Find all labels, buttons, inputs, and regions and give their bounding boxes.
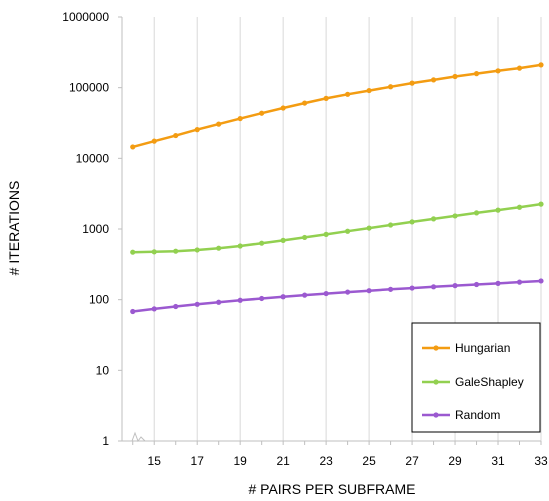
point-hungarian-23 xyxy=(323,95,329,101)
x-tick-label-31: 31 xyxy=(491,454,505,468)
point-hungarian-15 xyxy=(151,138,157,144)
point-random-16 xyxy=(173,303,179,310)
point-galeshapley-28 xyxy=(430,216,437,222)
y-tick-label-2: 100 xyxy=(89,293,109,307)
point-galeshapley-31 xyxy=(495,207,501,213)
point-galeshapley-14 xyxy=(130,249,136,255)
point-galeshapley-17 xyxy=(194,247,200,253)
point-galeshapley-26 xyxy=(387,222,394,228)
point-galeshapley-21 xyxy=(280,237,286,243)
point-hungarian-32 xyxy=(516,65,523,71)
point-random-30 xyxy=(473,281,480,288)
legend: Hungarian GaleShapley Random xyxy=(411,322,541,433)
x-tick-label-27: 27 xyxy=(405,454,419,468)
legend-marker-random xyxy=(433,412,439,418)
legend-label-random: Random xyxy=(455,408,500,422)
legend-label-hungarian: Hungarian xyxy=(455,341,510,355)
series-line-hungarian xyxy=(132,63,542,149)
x-tick-label-23: 23 xyxy=(319,454,333,468)
legend-marker-hungarian xyxy=(433,345,439,351)
y-axis-title: # ITERATIONS xyxy=(6,181,22,276)
y-tick-label-3: 1000 xyxy=(82,222,109,236)
point-random-15 xyxy=(151,306,157,312)
point-galeshapley-32 xyxy=(516,204,523,210)
point-hungarian-33 xyxy=(538,62,544,68)
point-random-23 xyxy=(323,290,329,297)
point-galeshapley-23 xyxy=(323,231,329,237)
data-series xyxy=(130,62,544,315)
y-tick-label-0: 1 xyxy=(102,434,109,448)
x-tick-label-25: 25 xyxy=(362,454,376,468)
point-hungarian-19 xyxy=(237,115,243,122)
point-galeshapley-24 xyxy=(345,228,351,234)
x-tick-label-33: 33 xyxy=(534,454,548,468)
point-random-22 xyxy=(302,292,308,298)
y-tick-labels: 1 10 100 1000 10000 100000 1000000 xyxy=(62,10,109,448)
x-tick-label-19: 19 xyxy=(233,454,247,468)
point-random-21 xyxy=(280,294,286,300)
point-random-19 xyxy=(237,297,243,303)
y-tick-label-5: 100000 xyxy=(69,81,109,95)
point-random-14 xyxy=(130,308,136,315)
point-hungarian-22 xyxy=(302,100,308,106)
legend-marker-galeshapley xyxy=(433,379,439,385)
x-tick-label-21: 21 xyxy=(276,454,290,468)
x-tick-label-29: 29 xyxy=(448,454,462,468)
point-hungarian-24 xyxy=(345,91,351,97)
point-galeshapley-33 xyxy=(538,201,544,207)
point-hungarian-20 xyxy=(259,110,265,116)
series-line-galeshapley xyxy=(132,202,542,254)
point-hungarian-16 xyxy=(173,132,179,139)
x-tick-labels: 15 17 19 21 23 25 27 29 31 33 xyxy=(148,454,548,468)
axis-break-marker xyxy=(128,431,146,443)
point-random-31 xyxy=(495,280,501,286)
point-random-29 xyxy=(452,283,458,289)
point-galeshapley-16 xyxy=(173,248,179,254)
point-galeshapley-15 xyxy=(151,249,157,255)
point-galeshapley-22 xyxy=(302,234,308,241)
legend-label-galeshapley: GaleShapley xyxy=(455,375,524,389)
point-hungarian-18 xyxy=(216,121,222,127)
point-hungarian-31 xyxy=(495,68,501,74)
point-galeshapley-30 xyxy=(473,210,480,216)
point-random-32 xyxy=(516,279,523,285)
point-galeshapley-18 xyxy=(216,245,222,251)
point-random-18 xyxy=(216,299,222,305)
point-random-25 xyxy=(366,288,372,294)
point-random-17 xyxy=(194,301,200,307)
point-hungarian-14 xyxy=(130,144,136,150)
point-random-26 xyxy=(387,286,394,292)
y-tick-label-4: 10000 xyxy=(76,151,110,165)
x-tick-label-17: 17 xyxy=(191,454,205,468)
point-hungarian-30 xyxy=(473,71,480,77)
series-line-random xyxy=(132,279,542,313)
point-hungarian-28 xyxy=(430,77,437,83)
point-galeshapley-27 xyxy=(409,219,415,225)
point-galeshapley-25 xyxy=(366,225,372,231)
point-galeshapley-19 xyxy=(237,243,243,249)
point-hungarian-25 xyxy=(366,87,372,94)
point-galeshapley-29 xyxy=(452,213,458,219)
point-hungarian-17 xyxy=(194,127,200,133)
point-random-20 xyxy=(259,295,265,302)
x-tick-label-15: 15 xyxy=(148,454,162,468)
point-galeshapley-20 xyxy=(259,240,265,246)
point-hungarian-27 xyxy=(409,80,415,86)
point-random-28 xyxy=(430,284,437,290)
point-random-33 xyxy=(538,278,544,284)
x-axis-title: # PAIRS PER SUBFRAME xyxy=(248,481,415,497)
point-hungarian-21 xyxy=(280,105,286,111)
point-random-24 xyxy=(345,289,351,295)
point-hungarian-29 xyxy=(452,73,458,80)
y-tick-label-6: 1000000 xyxy=(62,10,109,24)
axes xyxy=(118,16,542,445)
point-hungarian-26 xyxy=(387,84,394,90)
y-tick-label-1: 10 xyxy=(96,363,110,377)
point-random-27 xyxy=(409,285,415,291)
